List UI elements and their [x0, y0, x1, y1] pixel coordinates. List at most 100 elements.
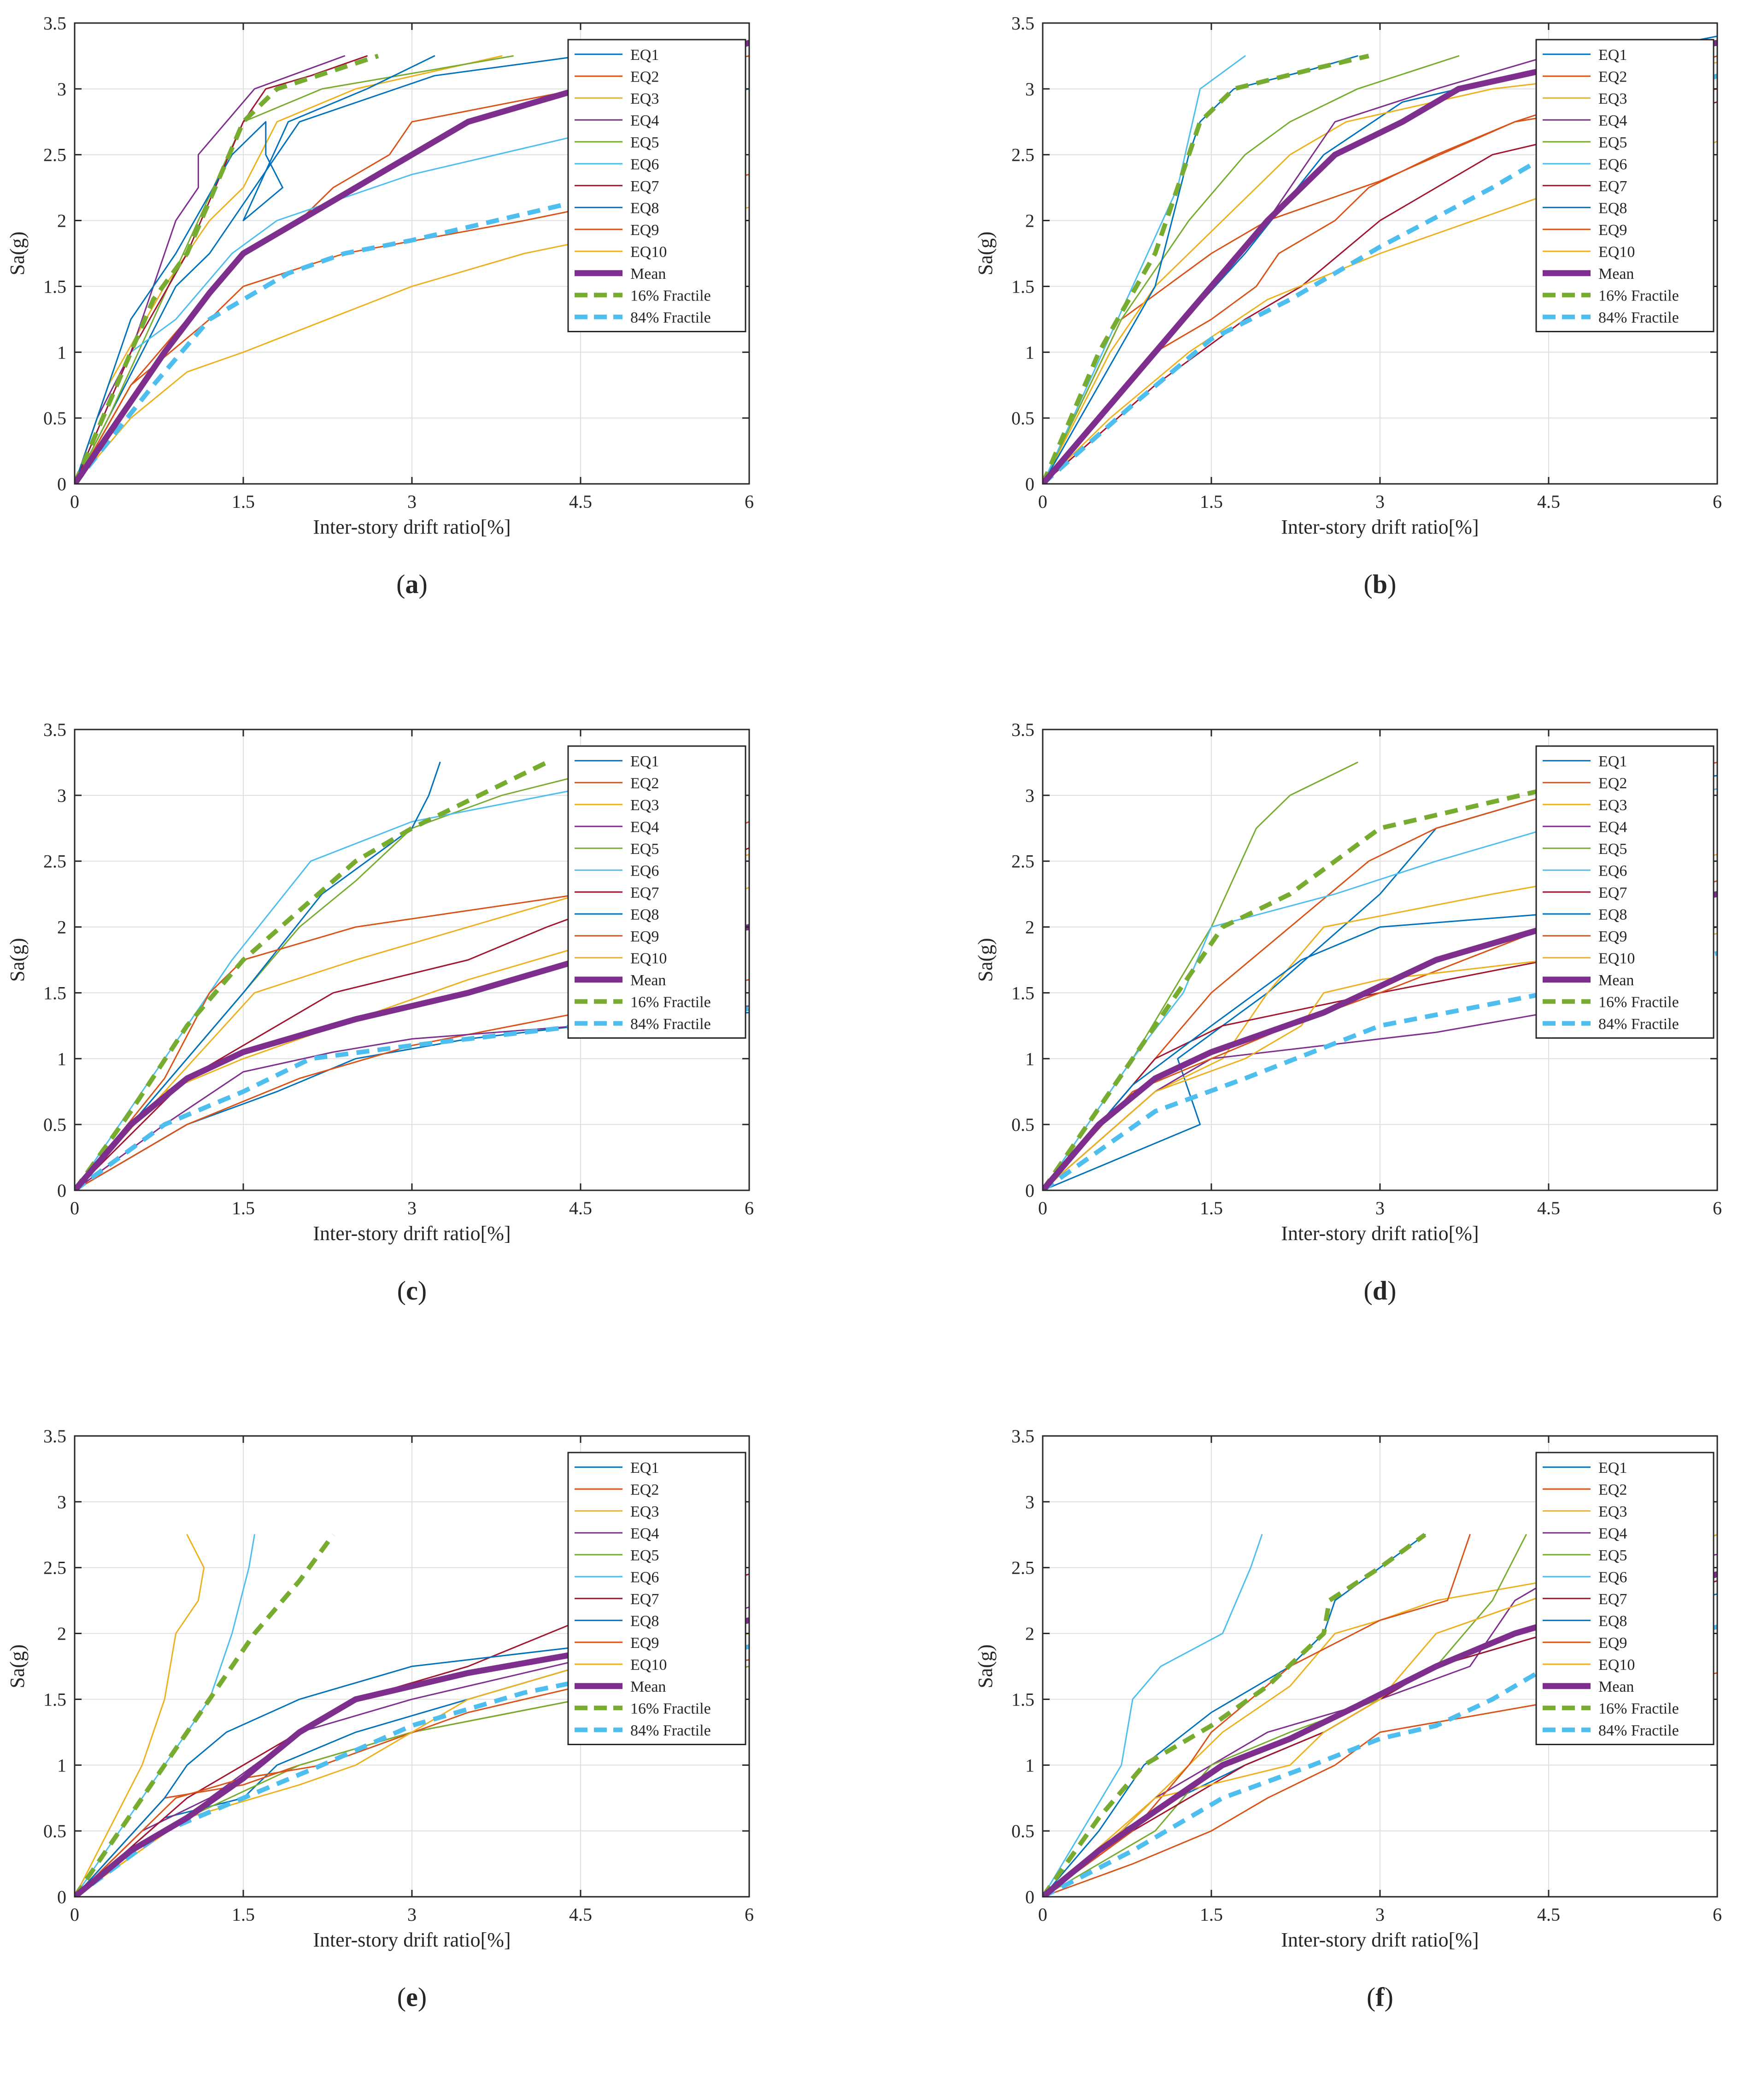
legend-label: 16% Fractile	[1598, 1700, 1679, 1717]
legend-label: EQ6	[1598, 156, 1627, 173]
y-tick-label: 3	[1025, 1492, 1034, 1512]
legend-label: EQ6	[630, 862, 659, 879]
panel-label: (e)	[397, 1982, 427, 2012]
legend-label: EQ1	[1598, 1459, 1627, 1476]
legend-label: EQ2	[630, 1481, 659, 1498]
legend-label: 16% Fractile	[630, 1700, 711, 1717]
y-tick-label: 0.5	[1011, 1114, 1034, 1135]
legend-label: EQ2	[630, 775, 659, 792]
series-group	[1043, 35, 1717, 484]
series-line-eq3	[75, 1534, 205, 1897]
y-tick-label: 3	[57, 79, 66, 100]
y-tick-label: 1.5	[1011, 982, 1034, 1003]
y-tick-label: 0.5	[1011, 408, 1034, 429]
legend-label: 84% Fractile	[1598, 309, 1679, 326]
legend-label: EQ10	[630, 243, 667, 260]
y-tick-label: 0	[1025, 1180, 1034, 1201]
legend-label: EQ3	[1598, 1503, 1627, 1520]
y-tick-label: 0	[1025, 1887, 1034, 1907]
series-line-eq8	[75, 55, 435, 484]
panel-label: (f)	[1367, 1982, 1393, 2012]
series-line-16-fractile	[1043, 786, 1550, 1190]
chart-panel-5: 0 1.5 3 4.5 6 0 0.5 1 1.5 2 2.5 3 3.5 Inter-story dri…	[6, 1426, 754, 2012]
legend-label: EQ9	[1598, 222, 1627, 239]
legend-label: Mean	[1598, 265, 1634, 282]
y-tick-label: 0	[57, 1887, 66, 1907]
legend-label: EQ2	[1598, 1481, 1627, 1498]
series-line-16-fractile	[75, 53, 379, 484]
legend-label: EQ7	[630, 884, 659, 901]
legend-label: EQ7	[1598, 178, 1627, 195]
y-tick-label: 1	[57, 1048, 66, 1069]
legend-label: EQ6	[1598, 862, 1627, 879]
legend-label: EQ2	[630, 68, 659, 85]
y-tick-label: 2.5	[43, 851, 66, 872]
x-tick-label: 6	[1713, 1904, 1722, 1925]
chart-panel-6: 0 1.5 3 4.5 6 0 0.5 1 1.5 2 2.5 3 3.5 Inter-story dri…	[974, 1426, 1722, 2012]
x-tick-label: 6	[1713, 491, 1722, 512]
y-tick-label: 1	[1025, 342, 1034, 363]
y-tick-label: 0.5	[43, 1114, 66, 1135]
y-tick-label: 1.5	[43, 276, 66, 297]
legend-label: EQ4	[1598, 112, 1627, 129]
legend-label: EQ9	[1598, 928, 1627, 945]
panel-label: (b)	[1364, 569, 1397, 599]
series-line-eq10	[1043, 1534, 1717, 1897]
x-tick-label: 0	[1038, 1904, 1047, 1925]
legend: EQ1 EQ2 EQ3 EQ4 EQ5 EQ6 EQ7 EQ8 EQ9 EQ10 Mean 16% F…	[567, 745, 746, 1039]
legend-label: Mean	[1598, 972, 1634, 989]
x-tick-label: 0	[70, 1198, 79, 1218]
legend-label: EQ5	[1598, 134, 1627, 151]
legend-label: EQ2	[1598, 68, 1627, 85]
x-tick-label: 1.5	[1200, 1198, 1223, 1218]
y-tick-label: 0.5	[43, 1821, 66, 1841]
x-tick-label: 1.5	[1200, 1904, 1223, 1925]
legend-label: 84% Fractile	[630, 1722, 711, 1739]
ticks: 0 1.5 3 4.5 6 0 0.5 1 1.5 2 2.5 3 3.5	[1011, 13, 1722, 512]
legend-label: 84% Fractile	[1598, 1016, 1679, 1033]
ticks: 0 1.5 3 4.5 6 0 0.5 1 1.5 2 2.5 3 3.5	[43, 719, 754, 1218]
y-tick-label: 1.5	[1011, 1689, 1034, 1710]
y-tick-label: 3.5	[43, 719, 66, 740]
legend-label: EQ5	[630, 841, 659, 858]
legend-label: EQ3	[1598, 90, 1627, 107]
y-tick-label: 0	[57, 1180, 66, 1201]
ticks: 0 1.5 3 4.5 6 0 0.5 1 1.5 2 2.5 3 3.5	[1011, 1426, 1722, 1925]
legend-label: EQ1	[1598, 47, 1627, 64]
x-tick-label: 4.5	[1537, 1904, 1560, 1925]
y-tick-label: 1.5	[1011, 276, 1034, 297]
series-line-eq6	[1043, 1534, 1263, 1897]
panel-label: (c)	[397, 1276, 427, 1306]
x-tick-label: 0	[70, 1904, 79, 1925]
legend-label: EQ9	[630, 928, 659, 945]
legend-label: 16% Fractile	[630, 287, 711, 304]
legend: EQ1 EQ2 EQ3 EQ4 EQ5 EQ6 EQ7 EQ8 EQ9 EQ10 Mean 16% F…	[1535, 1452, 1715, 1745]
legend-label: EQ10	[1598, 1656, 1635, 1673]
legend-label: 84% Fractile	[630, 309, 711, 326]
series-line-eq3	[1043, 1534, 1717, 1897]
legend-label: EQ10	[630, 1656, 667, 1673]
legend-label: EQ5	[630, 1547, 659, 1564]
legend-label: Mean	[630, 265, 666, 282]
series-line-mean	[75, 40, 749, 484]
legend-label: EQ8	[1598, 906, 1627, 923]
legend-label: EQ1	[630, 1459, 659, 1476]
x-tick-label: 0	[1038, 491, 1047, 512]
legend-label: EQ5	[1598, 1547, 1627, 1564]
y-tick-label: 2	[1025, 1624, 1034, 1644]
y-axis-label: Sa(g)	[6, 938, 29, 982]
legend-label: EQ8	[1598, 1612, 1627, 1629]
legend-label: EQ4	[1598, 1525, 1627, 1542]
legend-label: 84% Fractile	[1598, 1722, 1679, 1739]
y-tick-label: 1	[57, 1755, 66, 1776]
legend-label: EQ5	[630, 134, 659, 151]
chart-panel-1: 0 1.5 3 4.5 6 0 0.5 1 1.5 2 2.5 3 3.5 Inter-story dri…	[6, 13, 754, 599]
legend-label: 16% Fractile	[1598, 994, 1679, 1011]
legend-label: Mean	[1598, 1678, 1634, 1695]
x-tick-label: 1.5	[232, 1904, 255, 1925]
series-line-mean	[1043, 891, 1717, 1190]
y-tick-label: 1	[1025, 1755, 1034, 1776]
legend-label: EQ7	[1598, 1591, 1627, 1608]
legend-label: EQ9	[1598, 1635, 1627, 1652]
